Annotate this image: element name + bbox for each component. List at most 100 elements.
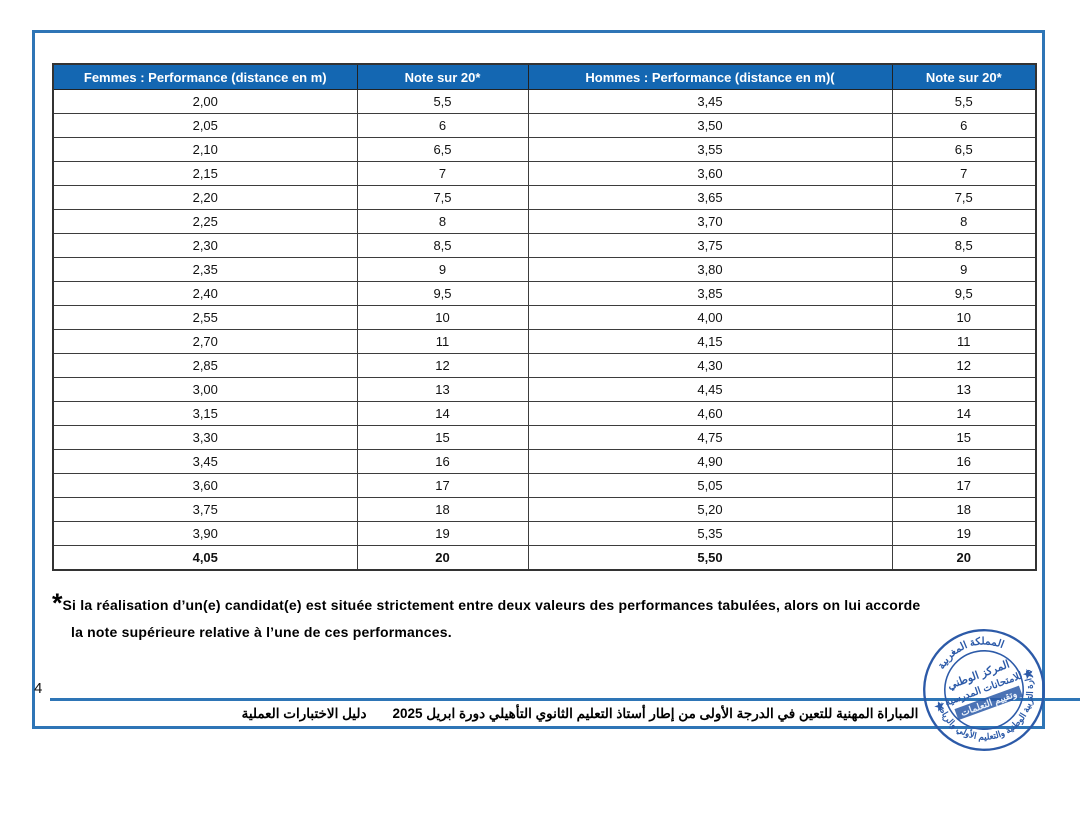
table-row: 4,05 20 5,50 20 — [52, 545, 1037, 571]
table-cell: 3,00 — [52, 377, 358, 402]
table-row: 2,10 6,5 3,55 6,5 — [52, 137, 1037, 162]
table-cell: 9,5 — [356, 281, 529, 306]
table-row: 2,25 8 3,70 8 — [52, 209, 1037, 234]
header-cell: Femmes : Performance (distance en m) — [52, 63, 358, 90]
table-cell: 20 — [356, 545, 529, 571]
table-cell: 9 — [356, 257, 529, 282]
table-cell: 10 — [356, 305, 529, 330]
table-cell: 8,5 — [356, 233, 529, 258]
table-cell: 6,5 — [356, 137, 529, 162]
table-row: 3,45 16 4,90 16 — [52, 449, 1037, 474]
table-cell: 7,5 — [891, 185, 1037, 210]
table-cell: 2,00 — [52, 89, 358, 114]
table-row: 2,35 9 3,80 9 — [52, 257, 1037, 282]
table-cell: 9,5 — [891, 281, 1037, 306]
table-cell: 2,35 — [52, 257, 358, 282]
header-cell: Note sur 20* — [891, 63, 1037, 90]
table-row: 2,40 9,5 3,85 9,5 — [52, 281, 1037, 306]
table-cell: 6 — [356, 113, 529, 138]
table-cell: 18 — [891, 497, 1037, 522]
table-cell: 13 — [356, 377, 529, 402]
table-row: 3,90 19 5,35 19 — [52, 521, 1037, 546]
table-row: 2,30 8,5 3,75 8,5 — [52, 233, 1037, 258]
stamp-outer-circle — [923, 629, 1045, 751]
table-cell: 3,80 — [527, 257, 893, 282]
footer-guide: دليل الاختبارات العملية — [241, 706, 367, 721]
table-row: 2,15 7 3,60 7 — [52, 161, 1037, 186]
performance-table: Femmes : Performance (distance en m) Note… — [52, 63, 1037, 571]
table-cell: 3,75 — [527, 233, 893, 258]
table-cell: 3,55 — [527, 137, 893, 162]
table-cell: 17 — [356, 473, 529, 498]
table-cell: 9 — [891, 257, 1037, 282]
table-row: 3,75 18 5,20 18 — [52, 497, 1037, 522]
table-cell: 16 — [356, 449, 529, 474]
table-cell: 14 — [891, 401, 1037, 426]
table-cell: 2,15 — [52, 161, 358, 186]
header-cell: Note sur 20* — [356, 63, 529, 90]
table-cell: 19 — [356, 521, 529, 546]
header-cell: Hommes : Performance (distance en m)( — [527, 63, 893, 90]
table-cell: 5,5 — [891, 89, 1037, 114]
table-cell: 3,65 — [527, 185, 893, 210]
table-cell: 3,15 — [52, 401, 358, 426]
table-cell: 3,85 — [527, 281, 893, 306]
table-row: 2,00 5,5 3,45 5,5 — [52, 89, 1037, 114]
page-border — [32, 30, 1045, 729]
footnote-line1: Si la réalisation d’un(e) candidat(e) es… — [62, 597, 921, 613]
table-row: 2,85 12 4,30 12 — [52, 353, 1037, 378]
table-cell: 3,70 — [527, 209, 893, 234]
table-body: 2,00 5,5 3,45 5,5 2,05 6 3,50 6 2,10 6,5 3,55 6,5 2,… — [52, 89, 1037, 571]
table-cell: 5,35 — [527, 521, 893, 546]
table-row: 3,15 14 4,60 14 — [52, 401, 1037, 426]
table-cell: 11 — [356, 329, 529, 354]
stamp-star-left-icon: ★ — [933, 698, 948, 714]
table-cell: 12 — [356, 353, 529, 378]
table-cell: 10 — [891, 305, 1037, 330]
table-cell: 16 — [891, 449, 1037, 474]
table-cell: 4,15 — [527, 329, 893, 354]
table-cell: 6,5 — [891, 137, 1037, 162]
table-cell: 3,60 — [52, 473, 358, 498]
stamp-inner-circle — [944, 650, 1024, 730]
table-cell: 4,05 — [52, 545, 358, 571]
table-cell: 3,30 — [52, 425, 358, 450]
table-cell: 14 — [356, 401, 529, 426]
table-cell: 15 — [356, 425, 529, 450]
table-cell: 4,90 — [527, 449, 893, 474]
footnote-line2: la note supérieure relative à l’une de c… — [71, 624, 452, 640]
table-cell: 3,45 — [52, 449, 358, 474]
table-cell: 2,55 — [52, 305, 358, 330]
table-cell: 7 — [891, 161, 1037, 186]
table-cell: 8 — [356, 209, 529, 234]
table-cell: 2,70 — [52, 329, 358, 354]
table-row: 2,70 11 4,15 11 — [52, 329, 1037, 354]
footnote-marker: * — [52, 588, 63, 618]
table-cell: 2,25 — [52, 209, 358, 234]
footer-rule — [50, 698, 1080, 701]
table-cell: 3,45 — [527, 89, 893, 114]
table-row: 3,00 13 4,45 13 — [52, 377, 1037, 402]
table-cell: 4,45 — [527, 377, 893, 402]
table-cell: 5,20 — [527, 497, 893, 522]
table-cell: 4,60 — [527, 401, 893, 426]
footer-text: المباراة المهنية للتعين في الدرجة الأولى… — [130, 706, 1030, 722]
stamp-band — [954, 685, 1023, 721]
table-cell: 12 — [891, 353, 1037, 378]
table-cell: 2,10 — [52, 137, 358, 162]
table-cell: 4,30 — [527, 353, 893, 378]
table-cell: 7,5 — [356, 185, 529, 210]
page-number: 4 — [34, 680, 43, 697]
table-cell: 6 — [891, 113, 1037, 138]
table-row: 3,30 15 4,75 15 — [52, 425, 1037, 450]
stamp-star-right-icon: ★ — [1021, 666, 1036, 682]
table-cell: 4,75 — [527, 425, 893, 450]
table-cell: 5,5 — [356, 89, 529, 114]
table-cell: 2,40 — [52, 281, 358, 306]
table-cell: 5,05 — [527, 473, 893, 498]
table-row: 2,55 10 4,00 10 — [52, 305, 1037, 330]
stamp-svg: المملكة المغربية وزارة التربية الوطنية و… — [923, 627, 1051, 757]
table-cell: 8,5 — [891, 233, 1037, 258]
table-cell: 3,50 — [527, 113, 893, 138]
table-cell: 2,20 — [52, 185, 358, 210]
